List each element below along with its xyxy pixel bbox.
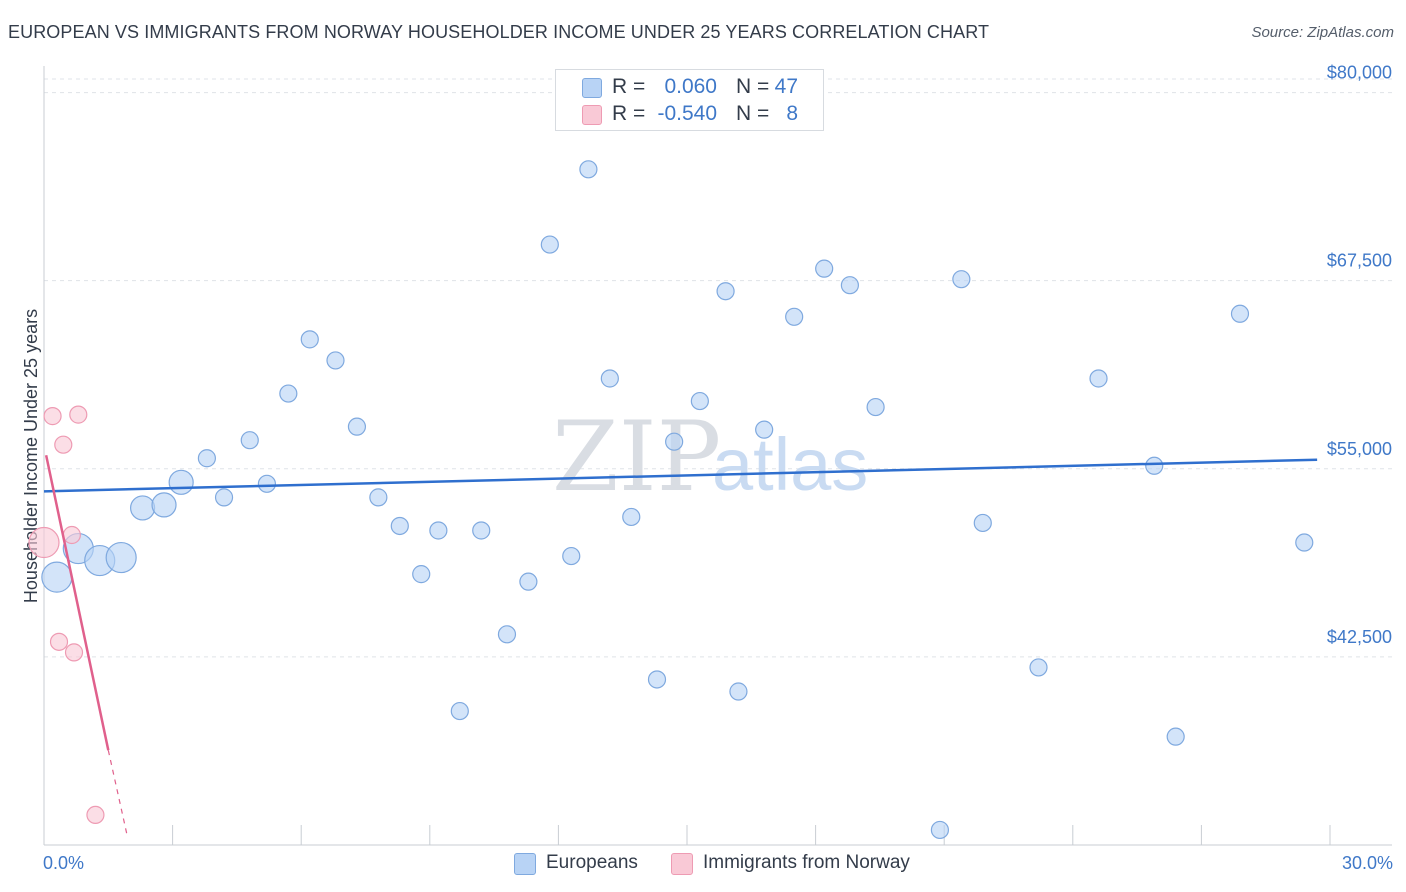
grid [44,78,1392,658]
europeans-point [429,521,448,540]
europeans-point [815,259,834,278]
europeans-point [472,521,491,540]
europeans-point [562,546,581,566]
europeans-point [450,701,469,721]
legend-r-value: -0.540 [657,102,717,125]
europeans-point [41,561,73,593]
y-tick-label: $55,000 [1327,439,1392,459]
europeans-point [579,160,598,179]
legend-label-norway: Immigrants from Norway [703,852,910,873]
watermark: ZIP atlas [552,401,868,513]
y-tick-label: $42,500 [1327,627,1392,647]
legend-row-norway: R = -0.540 N = 8 [556,101,823,127]
europeans-point [716,282,735,301]
legend-n-value: 47 [774,75,798,98]
europeans-point [952,270,971,289]
legend-r-label: R = [612,75,646,98]
europeans-point [151,492,177,518]
europeans-point [412,565,431,584]
europeans-point [1089,369,1108,388]
legend-swatch-norway [582,105,602,125]
europeans-point [369,488,388,507]
legend-swatch-europeans [582,78,602,98]
norway-point [64,643,84,662]
legend-swatch-europeans [514,853,536,875]
europeans-point [785,307,804,326]
legend-row-europeans: R = 0.060 N = 47 [556,74,823,100]
trend-lines [43,454,1318,838]
europeans-point [690,391,709,411]
europeans-point [105,541,137,574]
europeans-point [1029,658,1048,677]
europeans-point [214,488,234,507]
europeans-point [622,507,641,527]
europeans-point [347,417,367,436]
x-tick-labels: 0.0% 30.0% [43,853,1393,873]
europeans-point [1145,456,1164,475]
chart-title: EUROPEAN VS IMMIGRANTS FROM NORWAY HOUSE… [8,22,990,42]
x-tick-label: 30.0% [1342,853,1393,873]
europeans-point [729,682,748,701]
legend-label-europeans: Europeans [546,852,638,873]
europeans-point [197,449,216,468]
norway-trend-line [44,454,110,751]
x-tick-label: 0.0% [43,853,84,873]
europeans-trend-line [43,458,1318,493]
europeans-point [257,474,277,493]
europeans-point [300,330,319,349]
norway-point [86,805,105,825]
europeans-point [840,276,859,295]
europeans-point [665,432,684,451]
watermark-atlas: atlas [712,423,868,506]
legend-r-value: 0.060 [664,75,717,98]
source-label: Source: ZipAtlas.com [1251,24,1394,41]
norway-point [54,435,73,454]
europeans-point [497,625,517,644]
y-tick-labels: $42,500 $55,000 $67,500 $80,000 [1327,63,1392,647]
europeans-point [600,369,619,388]
y-tick-label: $80,000 [1327,63,1392,83]
europeans-point [168,469,194,495]
europeans-point [129,495,156,521]
norway-point [69,405,88,424]
axes [43,66,1392,846]
europeans-point [866,397,885,417]
europeans-point [1295,533,1314,552]
europeans-point [973,513,992,533]
stats-legend: R = 0.060 N = 47 R = -0.540 N = 8 [555,69,824,131]
europeans-point [540,235,559,254]
norway-point [28,526,60,559]
norway-point [49,632,69,651]
legend-r-label: R = [612,102,646,125]
europeans-point [519,572,538,591]
legend-n-label: N = [736,102,770,125]
y-axis-label: Householder Income Under 25 years [21,309,41,603]
europeans-point [930,820,950,840]
series-europeans [41,160,1314,840]
series-immigrants-from-norway [28,405,105,825]
europeans-point [1230,304,1250,323]
norway-point [43,407,62,426]
europeans-point [390,516,409,536]
europeans-point [647,670,667,689]
norway-point [62,525,81,545]
europeans-point [240,431,259,450]
norway-trend-extension [107,750,129,838]
europeans-point [279,384,298,403]
europeans-point [1166,727,1185,746]
europeans-point [755,420,774,439]
legend-n-label: N = [736,75,770,98]
europeans-point [326,351,345,370]
legend-n-value: 8 [786,102,798,125]
legend-swatch-norway [671,853,693,875]
watermark-zip: ZIP [552,401,721,513]
y-tick-label: $67,500 [1327,251,1392,271]
